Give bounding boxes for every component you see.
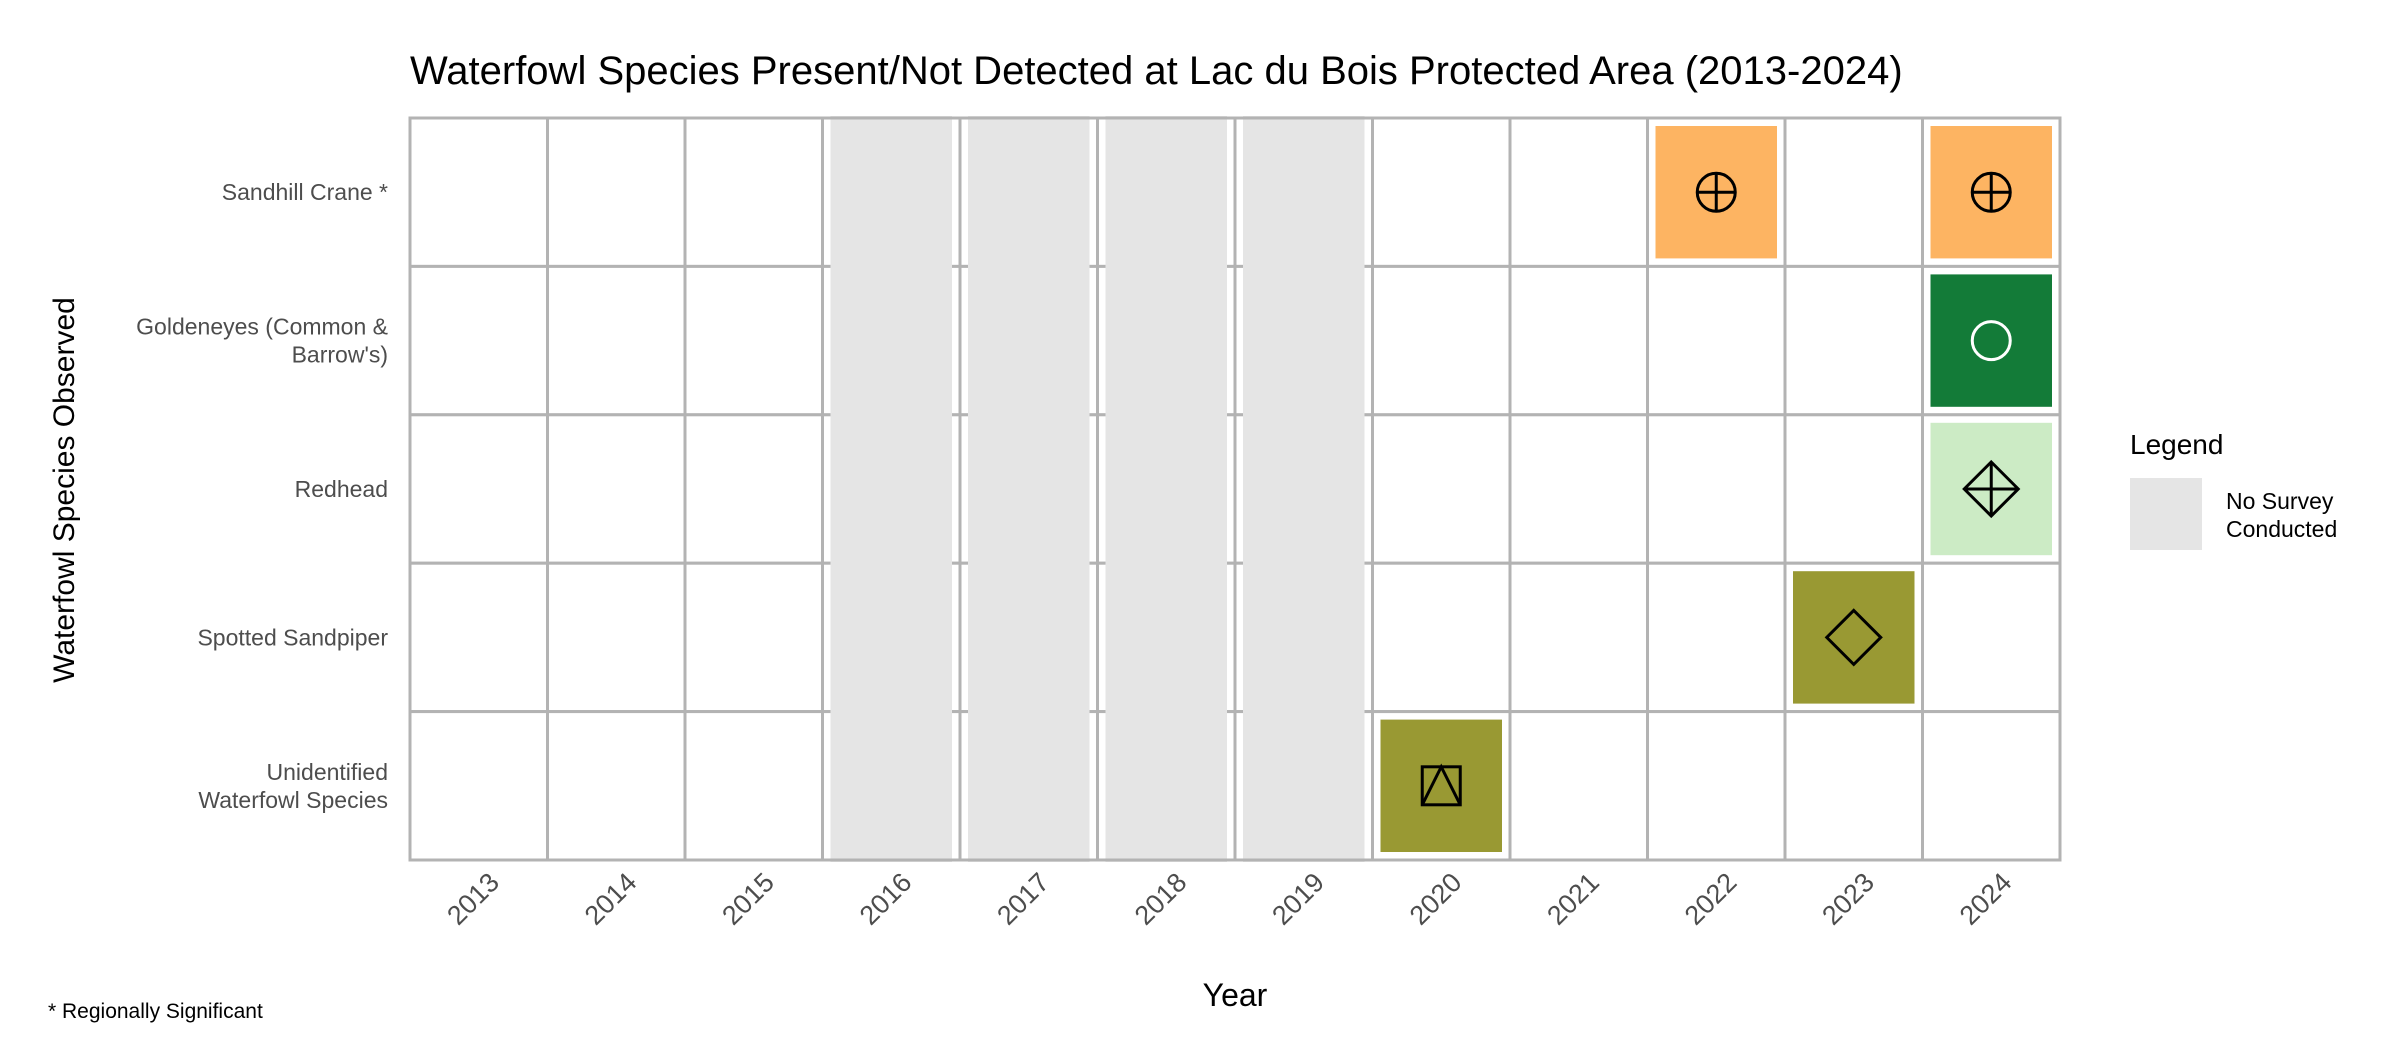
- grid-cell: [1646, 710, 1787, 862]
- grid-cell: [408, 710, 549, 862]
- grid-cell: [408, 264, 549, 417]
- square-triangle-marker: [1420, 763, 1462, 807]
- grid-cell: [683, 710, 824, 862]
- detection-tile: [1930, 274, 2052, 407]
- y-tick-label: Unidentified Waterfowl Species: [198, 759, 388, 813]
- footnote: * Regionally Significant: [48, 1000, 263, 1023]
- y-tick-label: Sandhill Crane *: [222, 179, 388, 205]
- no-survey-cell: [1243, 561, 1365, 714]
- grid-cell: [546, 710, 687, 862]
- grid-cell: [1508, 561, 1649, 714]
- no-survey-cell: [968, 561, 1090, 714]
- grid-cell: [408, 413, 549, 565]
- grid-cell: [683, 561, 824, 714]
- no-survey-cell: [968, 264, 1090, 417]
- plot-area: [408, 116, 2062, 862]
- grid-cell: [546, 264, 687, 417]
- grid-cell: [1508, 264, 1649, 417]
- no-survey-cell: [830, 412, 952, 566]
- no-survey-cell: [830, 561, 952, 714]
- no-survey-cell: [830, 264, 952, 417]
- legend-label: No Survey Conducted: [2226, 488, 2337, 542]
- y-tick-label: Goldeneyes (Common & Barrow's): [136, 314, 388, 368]
- y-tick-label: Spotted Sandpiper: [197, 624, 388, 650]
- circle-open-marker: [1970, 320, 2012, 362]
- no-survey-cell: [968, 412, 1090, 566]
- no-survey-cell: [1243, 412, 1365, 566]
- grid-cell: [1508, 413, 1649, 565]
- no-survey-cell: [1243, 116, 1365, 269]
- grid-cell: [408, 116, 549, 268]
- grid-cell: [546, 116, 687, 268]
- no-survey-cell: [830, 116, 952, 269]
- grid-cell: [683, 264, 824, 417]
- no-survey-cell: [968, 709, 1090, 862]
- x-tick-label: 2015: [716, 867, 780, 931]
- x-tick-label: 2017: [991, 867, 1055, 931]
- chart-title: Waterfowl Species Present/Not Detected a…: [410, 49, 1903, 93]
- no-survey-cell: [1105, 709, 1227, 862]
- grid-cell: [1646, 264, 1787, 417]
- grid-cell: [1371, 116, 1512, 268]
- x-tick-label: 2021: [1541, 867, 1605, 931]
- y-tick-label: Redhead: [295, 476, 388, 502]
- grid-cell: [1921, 710, 2062, 862]
- grid-cell: [408, 561, 549, 714]
- grid-cell: [1783, 710, 1924, 862]
- no-survey-cell: [1105, 412, 1227, 566]
- no-survey-cell: [1243, 264, 1365, 417]
- no-survey-cell: [1243, 709, 1365, 862]
- grid-cell: [1921, 561, 2062, 714]
- grid-cell: [683, 116, 824, 268]
- plot-border: [408, 116, 2062, 862]
- diamond-open-marker: [1824, 608, 1883, 667]
- no-survey-cell: [968, 116, 1090, 269]
- detection-tile: [1793, 571, 1915, 704]
- x-tick-label: 2020: [1404, 867, 1468, 931]
- x-tick-label: 2024: [1954, 867, 2018, 931]
- grid-cell: [546, 413, 687, 565]
- no-survey-cell: [1105, 264, 1227, 417]
- x-tick-label: 2016: [854, 867, 918, 931]
- legend-key: [2130, 478, 2202, 550]
- grid-cell: [1371, 264, 1512, 417]
- x-tick-label: 2013: [441, 867, 505, 931]
- legend: Legend No Survey Conducted: [2130, 429, 2337, 550]
- no-survey-cell: [1105, 116, 1227, 269]
- legend-title: Legend: [2130, 429, 2223, 460]
- grid-cell: [1371, 561, 1512, 714]
- x-tick-label: 2014: [579, 867, 643, 931]
- x-tick-label: 2022: [1679, 867, 1743, 931]
- no-survey-cell: [830, 709, 952, 862]
- x-tick-label: 2018: [1129, 867, 1193, 931]
- grid-cell: [1646, 413, 1787, 565]
- grid-cell: [1508, 710, 1649, 862]
- grid-cell: [1783, 413, 1924, 565]
- circle-plus-marker: [1695, 171, 1737, 213]
- grid-cell: [1783, 116, 1924, 268]
- grid-cell: [1508, 116, 1649, 268]
- grid-cell: [1783, 264, 1924, 417]
- y-axis-title: Waterfowl Species Observed: [48, 297, 81, 683]
- grid-cell: [683, 413, 824, 565]
- circle-plus-marker: [1970, 171, 2012, 213]
- no-survey-cell: [1105, 561, 1227, 714]
- grid-cell: [1646, 561, 1787, 714]
- detection-tile: [1380, 719, 1502, 852]
- grid-cell: [546, 561, 687, 714]
- grid-cell: [1371, 413, 1512, 565]
- diamond-plus-marker: [1962, 459, 2021, 519]
- x-axis-title: Year: [1203, 977, 1268, 1013]
- x-tick-label: 2023: [1816, 867, 1880, 931]
- x-tick-label: 2019: [1266, 867, 1330, 931]
